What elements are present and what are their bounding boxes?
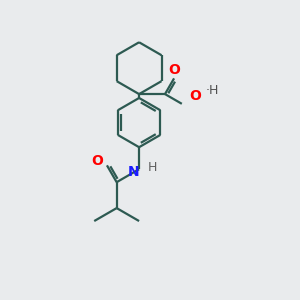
Text: O: O [190, 88, 201, 103]
Text: O: O [168, 63, 180, 77]
Text: ·H: ·H [205, 84, 218, 97]
Text: N: N [128, 165, 140, 179]
Text: O: O [92, 154, 103, 168]
Text: H: H [148, 161, 158, 174]
